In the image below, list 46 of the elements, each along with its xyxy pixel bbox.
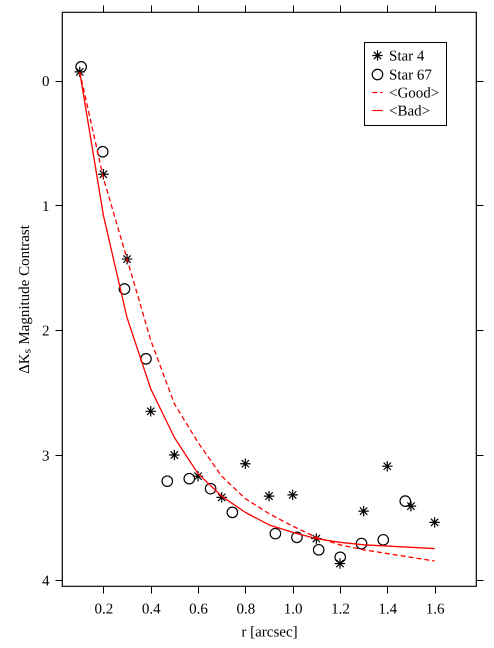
y-axis-title: ΔKₛ Magnitude Contrast [17,224,33,374]
point [270,528,282,540]
point [96,146,109,158]
point [405,500,417,512]
point [310,532,322,544]
x-tick-label: 0.4 [142,602,162,618]
point [168,449,180,461]
legend-label: <Bad> [389,104,430,120]
legend-label: Star 67 [389,68,432,84]
point [118,283,130,295]
x-tick-label: 0.8 [236,602,256,618]
y-tick-label: 2 [42,324,50,340]
point [377,534,390,546]
y-tick-label: 3 [42,448,50,464]
point [140,353,152,365]
point [286,489,298,501]
point [75,61,88,73]
x-tick-label: 0.6 [189,602,208,618]
point [121,253,133,265]
x-tick-label: 1.6 [426,602,445,618]
point [204,482,216,495]
point [161,475,174,488]
point [98,168,110,180]
x-tick-label: 0.2 [94,602,114,618]
x-tick-label: 1.0 [284,602,303,618]
point [263,490,275,502]
x-tick-label: 1.4 [378,602,398,618]
legend-label: Star 4 [389,48,425,64]
y-tick-label: 0 [42,74,50,90]
point [74,66,86,78]
legend-label: <Good> [389,86,440,102]
point [240,458,252,470]
point [428,516,440,528]
point [381,460,394,472]
y-tick-label: 1 [42,198,50,215]
point [356,538,368,550]
point [226,506,238,518]
point [291,532,303,544]
x-axis-title: r [arcsec] [241,624,298,640]
y-tick-label: 4 [42,573,50,590]
point [144,405,157,418]
point [312,544,325,556]
point [358,505,370,517]
x-tick-label: 1.2 [331,602,350,618]
point [399,495,412,507]
point [216,492,228,504]
